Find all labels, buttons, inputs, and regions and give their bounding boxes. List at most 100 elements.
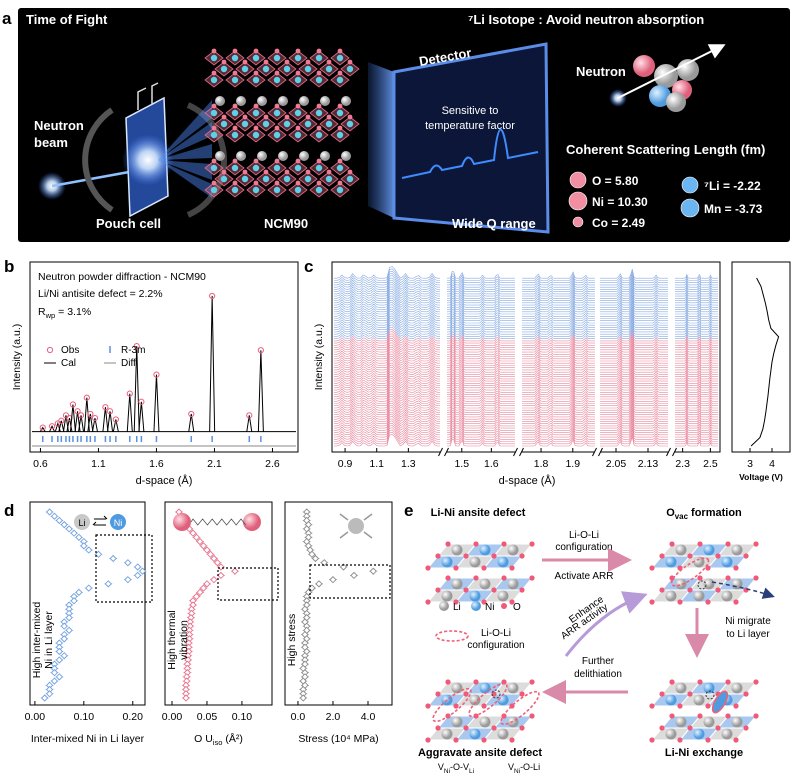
scattering-key — [572, 216, 584, 228]
o-site — [687, 691, 693, 697]
data-point — [70, 529, 78, 537]
o-site — [519, 553, 525, 559]
o-atom — [337, 103, 343, 109]
trace — [334, 311, 440, 324]
tm-atom — [220, 175, 228, 183]
tm-atom — [325, 65, 333, 73]
trace — [334, 431, 440, 445]
o-site — [509, 737, 515, 743]
trace — [675, 405, 718, 411]
trace — [675, 387, 718, 393]
cation-site — [479, 716, 491, 728]
o-site — [529, 679, 535, 685]
tm-atom — [231, 131, 239, 139]
nucleus-atom — [633, 55, 655, 77]
trace — [522, 412, 595, 420]
axis-break-gap — [440, 449, 447, 455]
tm-atom — [346, 120, 354, 128]
o-atom — [305, 169, 311, 175]
scattering-title: Coherent Scattering Length (fm) — [566, 142, 765, 157]
trace — [447, 333, 515, 342]
arrow-note: Further — [582, 656, 615, 667]
trace — [334, 413, 440, 427]
li-atom — [278, 96, 288, 106]
trace — [675, 351, 718, 357]
trace — [334, 366, 440, 380]
trace — [334, 416, 440, 429]
cation-site — [731, 682, 743, 694]
x-tick-label: 4 — [769, 458, 775, 470]
trace — [334, 293, 440, 306]
o-atom — [211, 103, 217, 109]
trace — [600, 300, 668, 310]
trace — [447, 434, 515, 442]
trace — [600, 389, 668, 400]
trace — [675, 289, 718, 295]
step-title-part: formation — [688, 507, 742, 519]
x-tick-label: 2.6 — [265, 458, 280, 470]
x-axis-label-part: (Å²) — [222, 732, 242, 745]
obs-point — [102, 404, 109, 411]
trace — [600, 309, 668, 319]
cation-site — [703, 716, 715, 728]
trace — [447, 289, 515, 297]
o-site — [445, 575, 451, 581]
trace — [334, 304, 440, 317]
trace — [675, 403, 718, 409]
tm-atom — [315, 164, 323, 172]
trace — [334, 295, 440, 308]
trace — [600, 291, 668, 301]
o-atom — [211, 125, 217, 131]
vacancy-label-part: Ni — [514, 768, 520, 773]
obs-point — [246, 412, 253, 419]
tm-atom — [273, 76, 281, 84]
trace — [522, 302, 595, 310]
trace — [447, 380, 515, 389]
o-site — [677, 703, 683, 709]
cation-site — [469, 590, 481, 602]
trace — [522, 284, 595, 292]
trace — [334, 389, 440, 402]
trace — [600, 360, 668, 371]
plot-frame — [29, 501, 146, 706]
calc-peak — [49, 425, 55, 432]
o-site — [473, 679, 479, 685]
o-atom — [295, 125, 301, 131]
vacancy — [697, 580, 707, 590]
scattering-value: Mn = -3.73 — [704, 202, 763, 216]
x-tick-label: 1.3 — [401, 458, 416, 470]
data-point — [55, 647, 63, 656]
o-site — [733, 599, 739, 605]
o-atom — [326, 169, 332, 175]
beam-label: Neutron — [34, 118, 84, 133]
x-tick-label: 2.05 — [606, 458, 627, 470]
spring — [190, 518, 247, 526]
cation-site — [665, 728, 677, 740]
cation-site — [675, 578, 687, 590]
data-point — [60, 652, 68, 660]
scattering-value: O = 5.80 — [592, 174, 639, 188]
trace — [447, 291, 515, 299]
trace — [522, 401, 595, 409]
trace — [522, 396, 595, 404]
li-atom — [236, 151, 246, 161]
x-tick-label: 2.5 — [703, 458, 718, 470]
o-site — [463, 691, 469, 697]
trace — [600, 432, 668, 442]
scatter-beam — [158, 144, 212, 160]
trace — [600, 378, 668, 389]
trace — [334, 380, 440, 393]
o-site — [705, 703, 711, 709]
trace — [522, 403, 595, 411]
x-tick-label: 1.9 — [565, 458, 580, 470]
o-site — [705, 737, 711, 743]
trace — [522, 291, 595, 299]
trace — [675, 418, 718, 424]
trace — [600, 311, 668, 321]
x-tick-label: 0.10 — [232, 711, 253, 723]
trace — [600, 367, 668, 377]
trace — [447, 351, 515, 360]
o-atom — [232, 48, 238, 54]
o-atom — [284, 59, 290, 65]
scattering-value: Co = 2.49 — [592, 216, 645, 230]
